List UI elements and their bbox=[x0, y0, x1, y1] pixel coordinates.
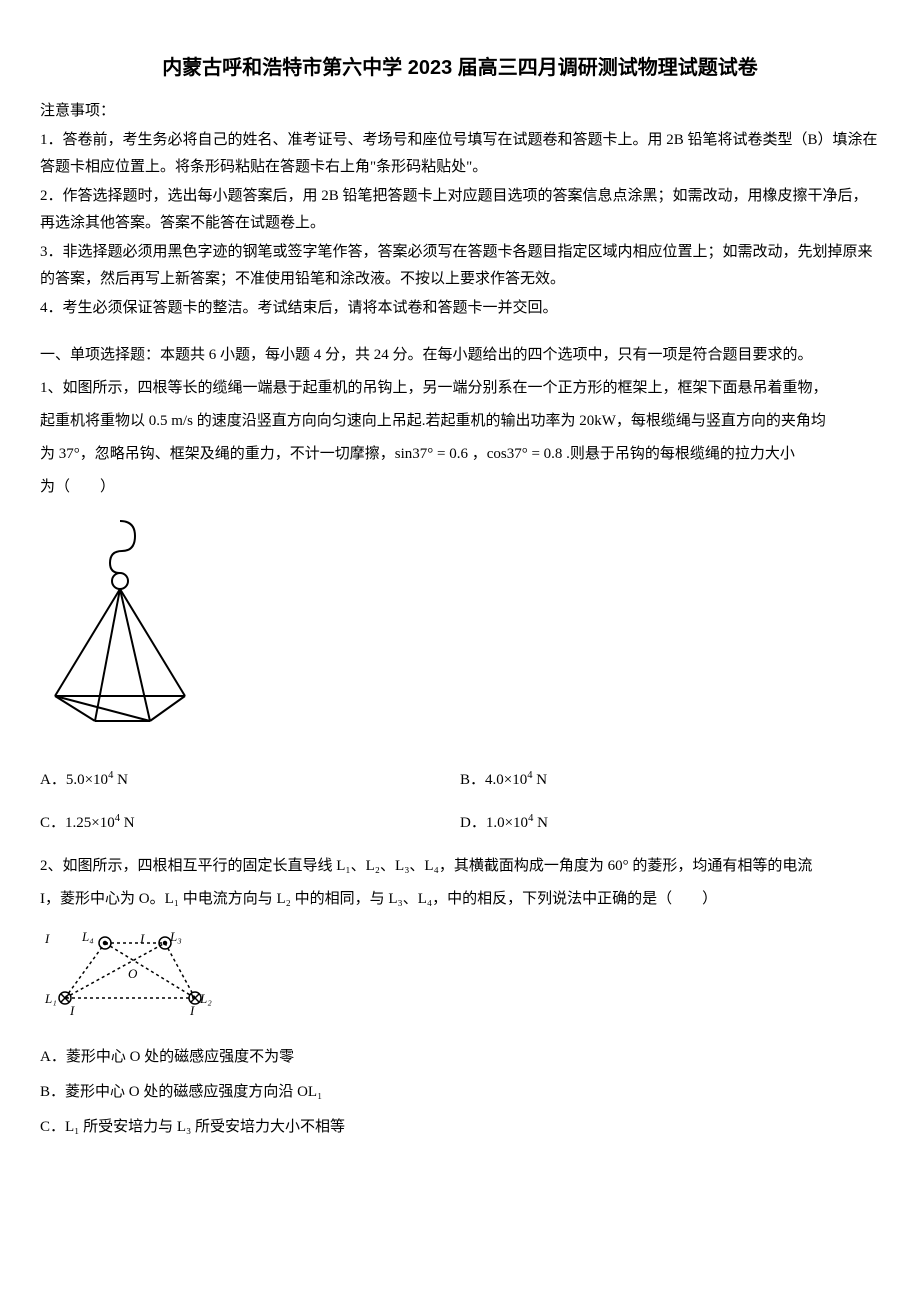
q2-figure: I L₄ I L₃ L₁ L₂ I I O bbox=[40, 923, 880, 1028]
opt-label: C． bbox=[40, 815, 65, 831]
q1-figure bbox=[40, 511, 880, 751]
q2-option-a: A．菱形中心 O 处的磁感应强度不为零 bbox=[40, 1044, 880, 1071]
notice-item: 4．考生必须保证答题卡的整洁。考试结束后，请将本试卷和答题卡一并交回。 bbox=[40, 295, 880, 322]
opt-value: 1.0×104 N bbox=[486, 815, 548, 831]
q1-text-post: 的速度沿竖直方向向匀速向上吊起.若起重机的输出功率为 20kW，每根缆绳与竖直方… bbox=[193, 413, 826, 429]
notice-heading: 注意事项： bbox=[40, 98, 880, 125]
opt-value: 4.0×104 N bbox=[485, 772, 547, 788]
q1-option-d: D．1.0×104 N bbox=[460, 810, 880, 837]
question-1: 1、如图所示，四根等长的缆绳一端悬于起重机的吊钩上，另一端分别系在一个正方形的框… bbox=[40, 375, 880, 402]
q1-options-row1: A．5.0×104 N B．4.0×104 N bbox=[40, 767, 880, 802]
question-2-line2: I，菱形中心为 O。L₁ 中电流方向与 L₂ 中的相同，与 L₃、L₄，中的相反… bbox=[40, 886, 880, 913]
question-2: 2、如图所示，四根相互平行的固定长直导线 L₁、L₂、L₃、L₄，其横截面构成一… bbox=[40, 853, 880, 880]
q1-text-pre: 起重机将重物以 bbox=[40, 413, 149, 429]
q2-option-b: B．菱形中心 O 处的磁感应强度方向沿 OL₁ bbox=[40, 1079, 880, 1106]
svg-text:L₄: L₄ bbox=[81, 929, 94, 944]
svg-text:I: I bbox=[139, 931, 145, 946]
svg-text:L₁: L₁ bbox=[44, 991, 57, 1006]
opt-label: B． bbox=[460, 772, 485, 788]
svg-text:L₂: L₂ bbox=[199, 991, 212, 1006]
q1-option-a: A．5.0×104 N bbox=[40, 767, 460, 794]
opt-value: 5.0×104 N bbox=[66, 772, 128, 788]
svg-text:O: O bbox=[128, 966, 138, 981]
opt-label: D． bbox=[460, 815, 486, 831]
section-intro: 一、单项选择题：本题共 6 小题，每小题 4 分，共 24 分。在每小题给出的四… bbox=[40, 342, 880, 369]
notice-item: 1．答卷前，考生务必将自己的姓名、准考证号、考场号和座位号填写在试题卷和答题卡上… bbox=[40, 127, 880, 181]
q1-options-row2: C．1.25×104 N D．1.0×104 N bbox=[40, 810, 880, 845]
q1-option-c: C．1.25×104 N bbox=[40, 810, 460, 837]
notice-item: 2．作答选择题时，选出每小题答案后，用 2B 铅笔把答题卡上对应题目选项的答案信… bbox=[40, 183, 880, 237]
question-1-line3: 为 37°，忽略吊钩、框架及绳的重力，不计一切摩擦，sin37° = 0.6 ，… bbox=[40, 441, 880, 468]
q1-speed: 0.5 m/s bbox=[149, 413, 193, 429]
q2-option-c: C．L₁ 所受安培力与 L₃ 所受安培力大小不相等 bbox=[40, 1114, 880, 1141]
svg-text:I: I bbox=[69, 1003, 75, 1018]
opt-value: 1.25×104 N bbox=[65, 815, 135, 831]
q1-text: 1、如图所示，四根等长的缆绳一端悬于起重机的吊钩上，另一端分别系在一个正方形的框… bbox=[40, 380, 828, 396]
exam-title: 内蒙古呼和浩特市第六中学 2023 届高三四月调研测试物理试题试卷 bbox=[40, 50, 880, 86]
svg-text:L₃: L₃ bbox=[169, 929, 182, 944]
question-1-line4: 为（ ） bbox=[40, 474, 880, 501]
opt-label: A． bbox=[40, 772, 66, 788]
svg-text:I: I bbox=[44, 931, 50, 946]
question-1-line2: 起重机将重物以 0.5 m/s 的速度沿竖直方向向匀速向上吊起.若起重机的输出功… bbox=[40, 408, 880, 435]
q1-option-b: B．4.0×104 N bbox=[460, 767, 880, 794]
notice-item: 3．非选择题必须用黑色字迹的钢笔或签字笔作答，答案必须写在答题卡各题目指定区域内… bbox=[40, 239, 880, 293]
svg-text:I: I bbox=[189, 1003, 195, 1018]
